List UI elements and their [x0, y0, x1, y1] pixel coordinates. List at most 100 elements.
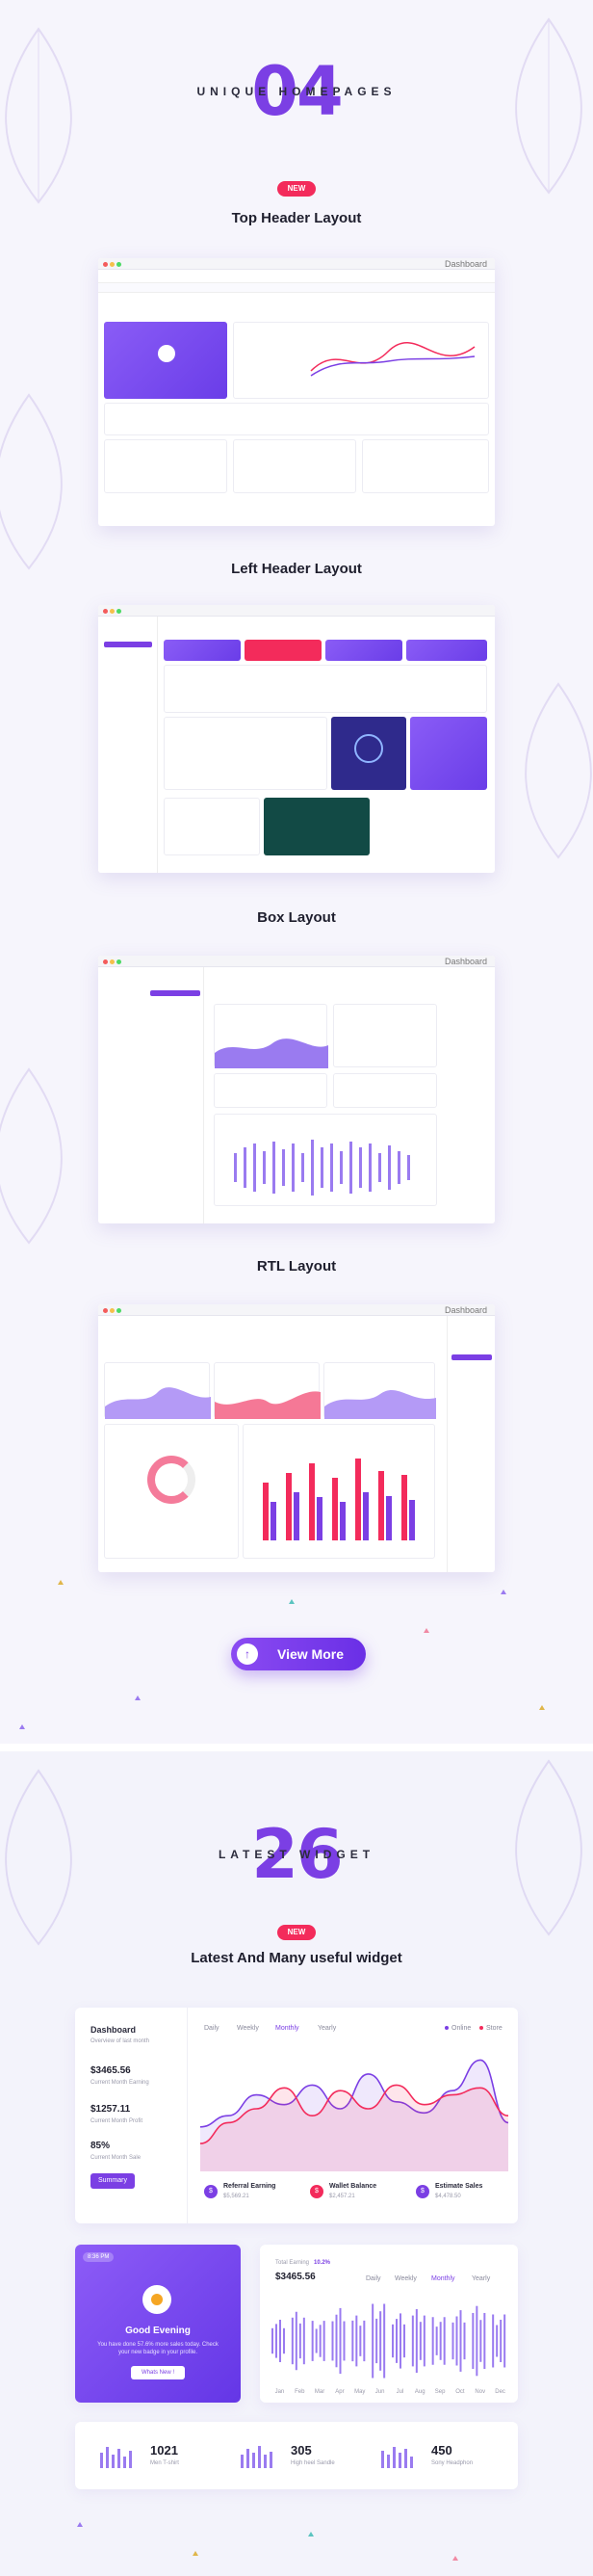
bar-nov — [476, 2305, 478, 2377]
series-area-store — [200, 2085, 508, 2171]
bar-nov — [483, 2312, 486, 2370]
view-more-label: View More — [277, 1646, 344, 1662]
earning-label: Total Earning — [275, 2260, 310, 2266]
month-label: Jan — [275, 2389, 285, 2395]
preview-stats-row — [104, 403, 489, 435]
summary-button[interactable]: Summary — [90, 2173, 135, 2189]
leaf-icon — [5, 27, 72, 204]
bar-jan — [279, 2320, 281, 2362]
browser-bar: Dashboard — [98, 956, 495, 967]
greeting-text: You have done 57.6% more sales today. Ch… — [97, 2342, 219, 2355]
footer-title: Wallet Balance — [329, 2183, 377, 2190]
bar-sep — [443, 2317, 446, 2365]
bar-dec — [500, 2320, 503, 2362]
bar-mar — [322, 2321, 325, 2361]
stat-label: Current Month Earning — [90, 2080, 149, 2086]
product-value: 305 — [291, 2443, 312, 2458]
bar-sep — [431, 2317, 434, 2365]
homepages-section: 04 UNIQUE HOMEPAGES NEW Top Header Layou… — [0, 17, 592, 1729]
window-label: Dashboard — [444, 1305, 487, 1315]
layout-title: Left Header Layout — [231, 561, 362, 577]
stat-value: 85% — [90, 2141, 111, 2151]
tab-weekly[interactable]: Weekly — [395, 2275, 417, 2282]
section-title: LATEST WIDGET — [218, 1848, 375, 1861]
bar-feb — [295, 2311, 297, 2371]
bar-jul — [403, 2324, 405, 2358]
bar-oct — [463, 2322, 466, 2360]
bar-jul — [396, 2319, 398, 2363]
dashboard-area-chart — [200, 2059, 508, 2171]
bar-jun — [372, 2303, 374, 2379]
layout-preview-rtl[interactable]: Dashboard — [98, 1304, 495, 1572]
month-label: Nov — [475, 2389, 485, 2395]
bar-sep — [435, 2326, 438, 2355]
stat-label: Current Month Sale — [90, 2155, 142, 2161]
footer-title: Referral Earning — [223, 2183, 276, 2190]
bar-jan — [275, 2324, 277, 2358]
greeting-title: Good Evening — [125, 2326, 191, 2336]
bar-nov — [472, 2312, 475, 2370]
stat-label: Current Month Profit — [90, 2118, 143, 2124]
bar-jan — [283, 2327, 285, 2354]
layout-preview-left-header[interactable] — [98, 605, 495, 873]
series-line-online — [200, 2059, 508, 2128]
layout-preview-box[interactable]: Dashboard — [98, 956, 495, 1223]
bar-dec — [492, 2314, 495, 2368]
bar-oct — [451, 2322, 454, 2360]
preview-chart-card — [233, 322, 489, 399]
new-badge: NEW — [277, 181, 316, 197]
tab-daily[interactable]: Daily — [204, 2025, 219, 2032]
legend-online: Online — [445, 2025, 471, 2032]
whats-new-button[interactable]: Whats New ! — [131, 2366, 185, 2379]
tab-weekly[interactable]: Weekly — [237, 2025, 259, 2032]
bar-aug — [423, 2315, 425, 2367]
bar-apr — [335, 2314, 338, 2368]
footer-value: $2,457.21 — [329, 2194, 355, 2199]
bar-aug — [411, 2315, 414, 2367]
preview-greeting-card — [104, 322, 227, 399]
product-value: 450 — [431, 2443, 452, 2458]
browser-bar — [98, 605, 495, 617]
arrow-up-icon: ↑ — [237, 1643, 258, 1665]
bar-aug — [415, 2309, 418, 2373]
month-label: Sep — [435, 2389, 446, 2395]
stat-value: $3465.56 — [90, 2065, 131, 2076]
leaf-icon — [0, 1067, 63, 1245]
footer-value: $5,569.21 — [223, 2194, 249, 2199]
product-label: Sony Headphon — [431, 2460, 474, 2466]
dashboard-widget: Dashboard Overview of last month $3465.5… — [75, 2008, 518, 2223]
leaf-icon — [515, 1759, 582, 1936]
earning-change: 10.2% — [314, 2260, 331, 2266]
product-value: 1021 — [150, 2443, 178, 2458]
tab-yearly[interactable]: Yearly — [472, 2275, 491, 2282]
bar-oct — [455, 2316, 458, 2366]
bar-jun — [375, 2318, 378, 2364]
preview-sidebar — [98, 617, 158, 873]
tab-daily[interactable]: Daily — [366, 2275, 381, 2282]
bar-jul — [400, 2313, 401, 2369]
mini-bar-icon — [241, 2446, 272, 2468]
bar-jun — [383, 2303, 386, 2379]
leaf-icon — [0, 393, 63, 570]
tab-monthly[interactable]: Monthly — [275, 2025, 299, 2032]
earning-bar-chart: Jan Feb Mar Apr May Jun Jul Aug Sep Oct Nov Dec — [271, 2303, 506, 2395]
tab-monthly[interactable]: Monthly — [431, 2275, 455, 2282]
leaf-icon — [515, 17, 582, 195]
series-line-store — [200, 2084, 508, 2144]
layout-preview-top-header[interactable]: Dashboard — [98, 258, 495, 526]
view-more-button[interactable]: ↑ View More — [231, 1638, 366, 1670]
layout-title: Top Header Layout — [231, 210, 362, 226]
bar-dec — [503, 2314, 506, 2368]
tab-yearly[interactable]: Yearly — [318, 2025, 337, 2032]
month-label: Feb — [295, 2389, 305, 2395]
layout-title: Box Layout — [257, 909, 336, 926]
greeting-widget: 8:36 PM Good Evening You have done 57.6%… — [75, 2245, 241, 2403]
bar-dec — [496, 2325, 499, 2357]
month-label: Aug — [415, 2389, 425, 2395]
stat-value: $1257.11 — [90, 2104, 131, 2115]
bar-sep — [439, 2322, 442, 2360]
product-stats-widget: 1021 Men T-shirt 305 High heel Sandle 45… — [75, 2422, 518, 2489]
bar-feb — [298, 2323, 301, 2359]
dollar-icon: $ — [204, 2185, 218, 2198]
window-label: Dashboard — [444, 259, 487, 269]
